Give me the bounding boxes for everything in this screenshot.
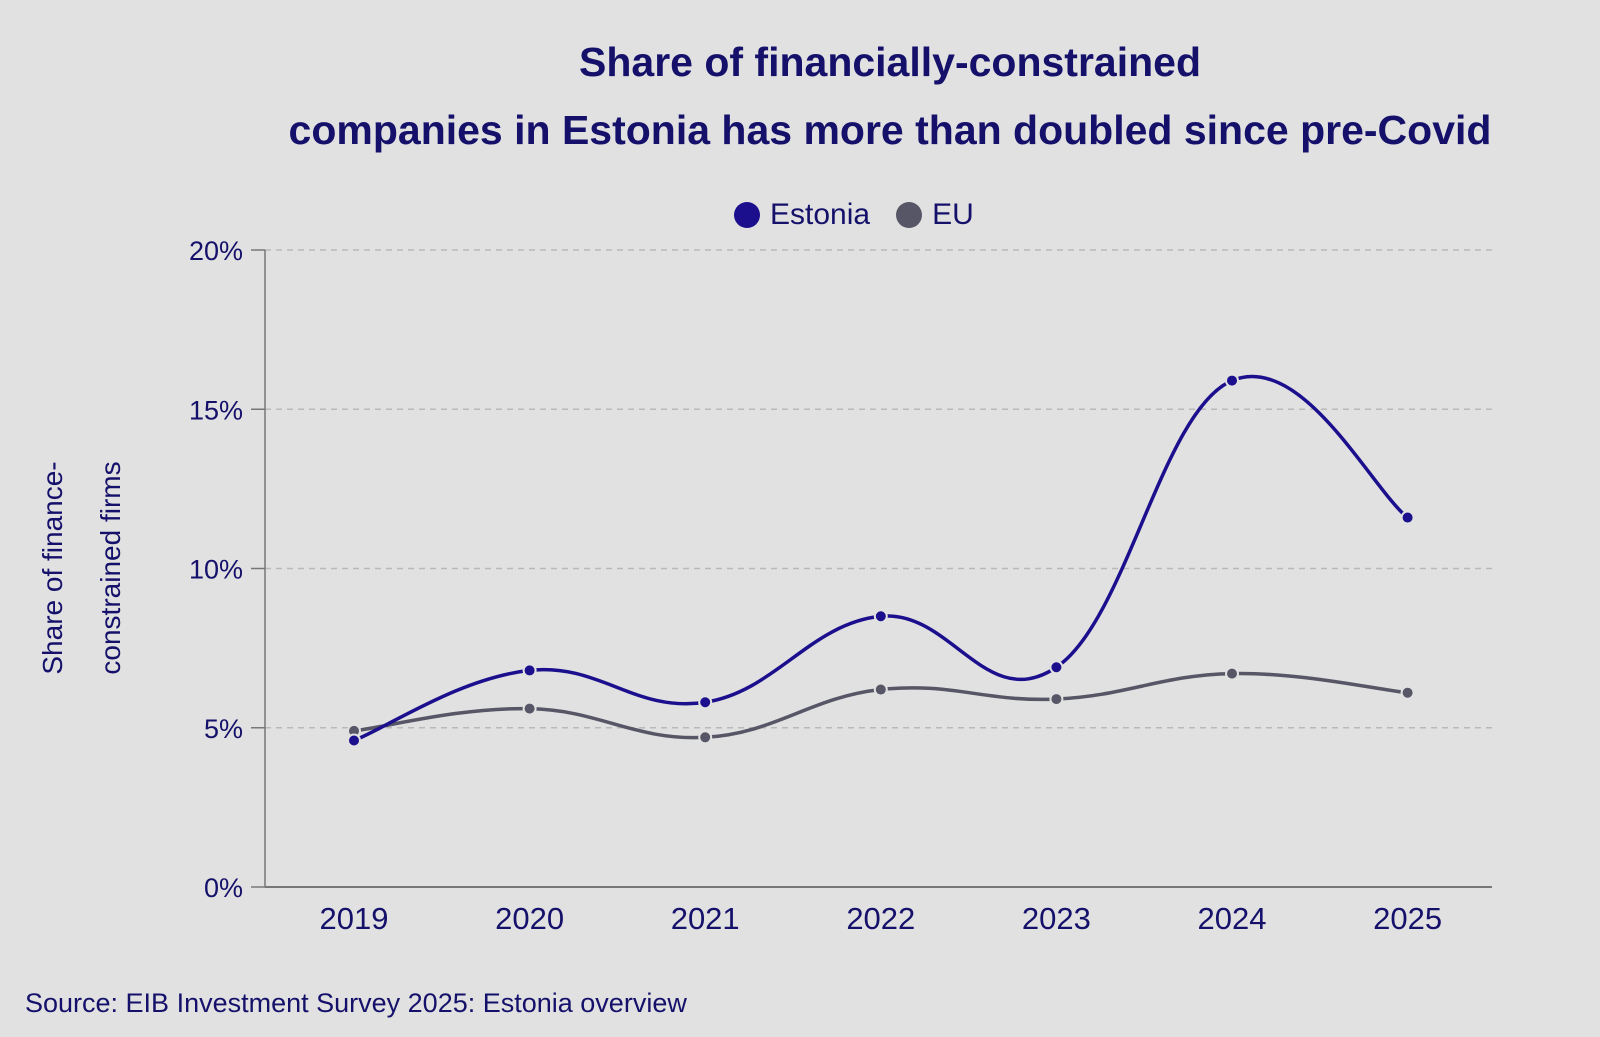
x-tick-label: 2019 (320, 901, 389, 936)
x-tick-label: 2023 (1022, 901, 1091, 936)
source-note: Source: EIB Investment Survey 2025: Esto… (25, 988, 687, 1018)
x-tick-label: 2021 (671, 901, 740, 936)
data-point-estonia (1225, 373, 1239, 388)
x-tick-label: 2024 (1198, 901, 1267, 936)
y-tick-label: 0% (204, 873, 243, 903)
legend-marker-eu (896, 202, 923, 228)
data-point-eu (873, 682, 888, 697)
x-tick-label: 2020 (495, 901, 564, 936)
legend: Estonia EU (734, 198, 974, 232)
data-point-estonia (1400, 510, 1415, 525)
data-point-estonia (347, 733, 361, 748)
x-tick-label: 2022 (846, 901, 915, 936)
data-point-estonia (873, 609, 888, 624)
legend-marker-estonia (734, 202, 760, 228)
y-tick-label: 5% (204, 714, 243, 744)
chart-title: Share of financially-constrained compani… (250, 28, 1530, 164)
legend-label-eu: EU (932, 198, 974, 231)
chart-title-line-1: Share of financially-constrained (579, 39, 1201, 85)
data-point-estonia (698, 695, 713, 710)
legend-label-estonia: Estonia (770, 198, 871, 231)
data-point-estonia (1049, 660, 1064, 675)
y-tick-label: 10% (189, 555, 243, 585)
x-tick-label: 2025 (1373, 901, 1442, 936)
data-point-eu (522, 701, 537, 716)
data-point-eu (1049, 692, 1064, 707)
data-point-eu (1225, 666, 1239, 681)
y-tick-label: 20% (189, 236, 243, 266)
chart-title-line-2: companies in Estonia has more than doubl… (288, 107, 1492, 153)
data-point-estonia (522, 663, 537, 678)
data-point-eu (1400, 685, 1415, 700)
y-tick-label: 15% (189, 395, 243, 425)
data-point-eu (698, 730, 713, 745)
